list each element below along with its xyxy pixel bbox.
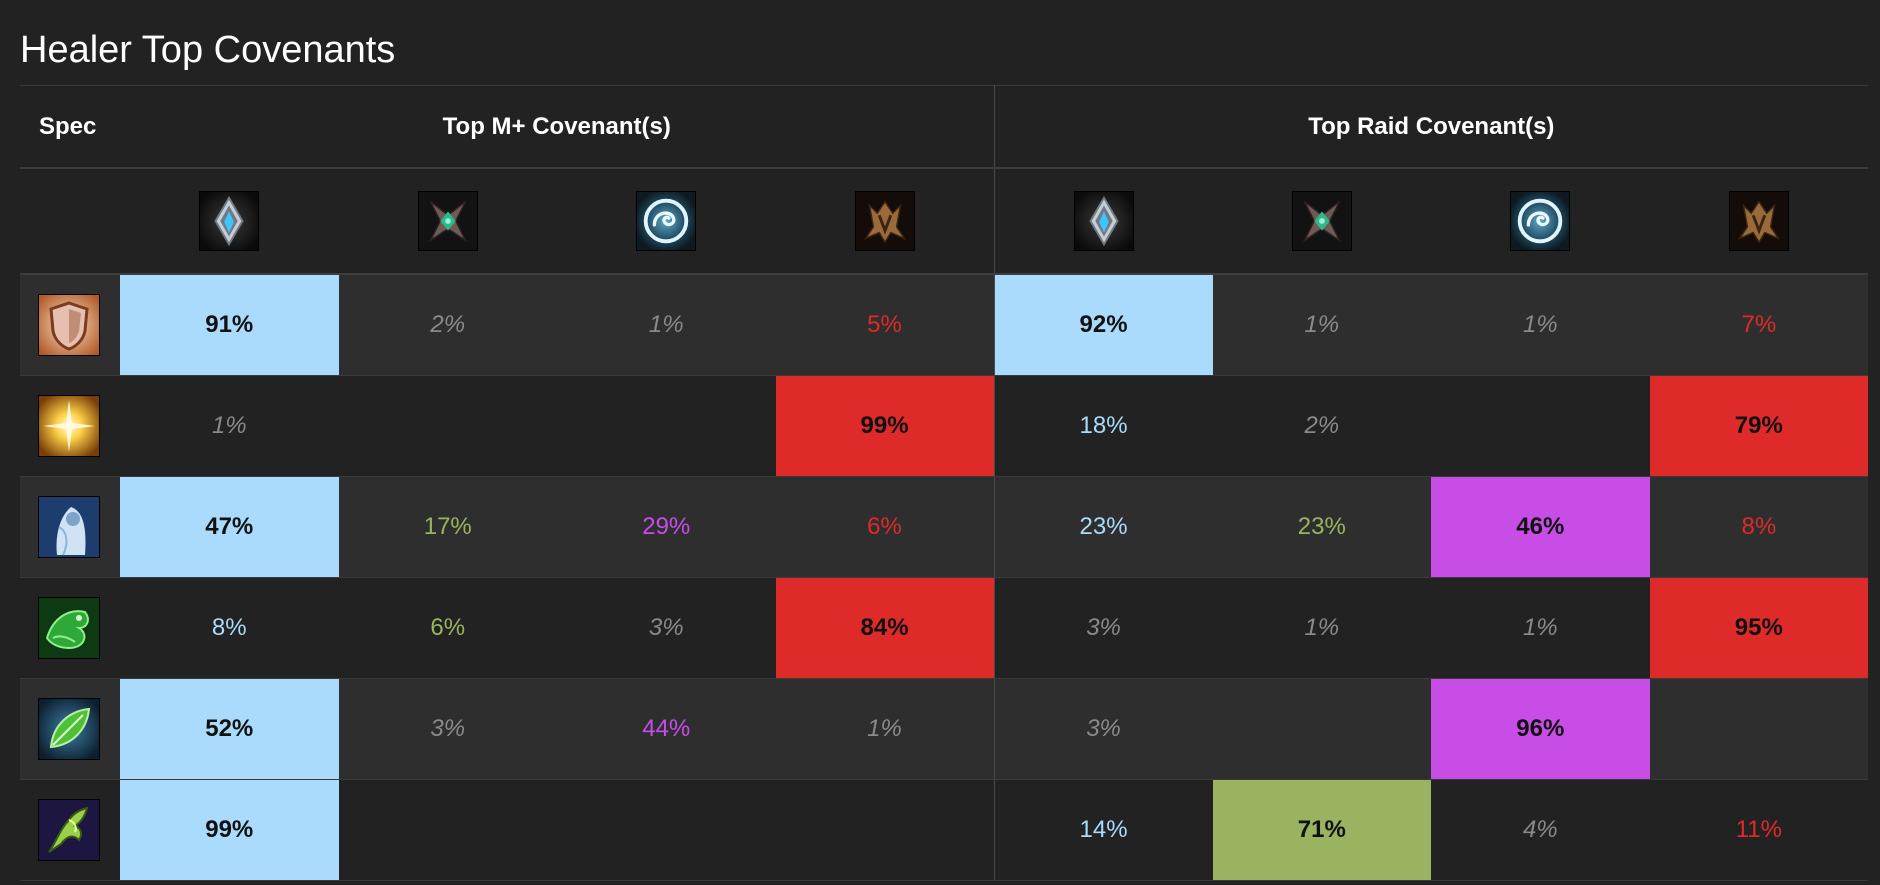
table-body: 91% 2% 1% 5% 92% 1% 1% 7% 1% 99% 18% 2% 79% 47% 17% 29%… <box>20 274 1869 881</box>
mplus-necrolord-value: 2% <box>338 274 557 376</box>
page-title: Healer Top Covenants <box>20 29 396 71</box>
mplus-night-fae-column-header <box>557 168 776 275</box>
mplus-night-fae-value: 3% <box>557 577 776 679</box>
raid-necrolord-value <box>1212 678 1432 780</box>
discipline-priest-spec-icon <box>38 495 100 558</box>
table-row: 1% 99% 18% 2% 79% <box>20 375 1869 477</box>
spec-cell <box>20 779 120 881</box>
restoration-shaman-spec-icon <box>38 798 100 861</box>
night-fae-covenant-icon <box>636 191 697 251</box>
necrolord-covenant-icon <box>1291 191 1352 251</box>
mplus-kyrian-value: 91% <box>120 274 339 376</box>
raid-night-fae-value: 1% <box>1431 577 1650 679</box>
necrolord-covenant-icon <box>417 191 478 251</box>
raid-night-fae-value: 1% <box>1431 274 1650 376</box>
mplus-night-fae-value <box>557 779 776 881</box>
mplus-venthyr-value: 5% <box>775 274 995 376</box>
mplus-night-fae-value: 1% <box>557 274 776 376</box>
mplus-venthyr-column-header <box>775 168 995 275</box>
kyrian-covenant-icon <box>199 191 260 251</box>
mplus-venthyr-value: 99% <box>775 375 995 477</box>
raid-necrolord-column-header <box>1212 168 1432 275</box>
night-fae-covenant-icon <box>1510 191 1571 251</box>
raid-necrolord-value: 2% <box>1212 375 1432 477</box>
mplus-kyrian-column-header <box>120 168 339 275</box>
mplus-venthyr-value <box>775 779 995 881</box>
kyrian-covenant-icon <box>1073 191 1134 251</box>
mplus-kyrian-value: 99% <box>120 779 339 881</box>
spec-cell <box>20 678 120 780</box>
mplus-venthyr-value: 84% <box>775 577 995 679</box>
raid-venthyr-value <box>1649 678 1869 780</box>
mistweaver-monk-spec-icon <box>38 596 100 659</box>
restoration-druid-spec-icon <box>38 697 100 760</box>
raid-necrolord-value: 1% <box>1212 577 1432 679</box>
mplus-kyrian-value: 8% <box>120 577 339 679</box>
raid-venthyr-value: 8% <box>1649 476 1869 578</box>
raid-night-fae-value: 4% <box>1431 779 1650 881</box>
raid-necrolord-value: 1% <box>1212 274 1432 376</box>
raid-kyrian-value: 23% <box>994 476 1213 578</box>
raid-night-fae-value: 96% <box>1431 678 1650 780</box>
spec-icon-header-blank <box>20 168 120 275</box>
raid-kyrian-value: 92% <box>994 274 1213 376</box>
raid-header: Top Raid Covenant(s) <box>994 86 1869 169</box>
raid-night-fae-column-header <box>1431 168 1650 275</box>
mplus-night-fae-value: 44% <box>557 678 776 780</box>
venthyr-covenant-icon <box>854 191 915 251</box>
mplus-venthyr-value: 1% <box>775 678 995 780</box>
mplus-necrolord-value: 3% <box>338 678 557 780</box>
mplus-night-fae-value: 29% <box>557 476 776 578</box>
mplus-kyrian-value: 52% <box>120 678 339 780</box>
raid-kyrian-value: 3% <box>994 678 1213 780</box>
mplus-necrolord-value <box>338 375 557 477</box>
mplus-necrolord-value: 17% <box>338 476 557 578</box>
holy-paladin-spec-icon <box>38 293 100 356</box>
table-row: 47% 17% 29% 6% 23% 23% 46% 8% <box>20 476 1869 578</box>
mplus-venthyr-value: 6% <box>775 476 995 578</box>
mplus-necrolord-value: 6% <box>338 577 557 679</box>
raid-venthyr-value: 7% <box>1649 274 1869 376</box>
mplus-header: Top M+ Covenant(s) <box>120 86 995 169</box>
mplus-night-fae-value <box>557 375 776 477</box>
holy-priest-spec-icon <box>38 394 100 457</box>
title-divider <box>20 85 1868 86</box>
table-row: 8% 6% 3% 84% 3% 1% 1% 95% <box>20 577 1869 679</box>
table-row: 91% 2% 1% 5% 92% 1% 1% 7% <box>20 274 1869 376</box>
mplus-kyrian-value: 1% <box>120 375 339 477</box>
raid-night-fae-value: 46% <box>1431 476 1650 578</box>
mplus-necrolord-column-header <box>338 168 557 275</box>
spec-header: Spec <box>20 86 120 169</box>
table-row: 99% 14% 71% 4% 11% <box>20 779 1869 881</box>
spec-cell <box>20 375 120 477</box>
raid-night-fae-value <box>1431 375 1650 477</box>
raid-kyrian-value: 3% <box>994 577 1213 679</box>
raid-venthyr-value: 79% <box>1649 375 1869 477</box>
mplus-necrolord-value <box>338 779 557 881</box>
raid-kyrian-column-header <box>994 168 1213 275</box>
spec-cell <box>20 476 120 578</box>
raid-venthyr-value: 95% <box>1649 577 1869 679</box>
raid-venthyr-value: 11% <box>1649 779 1869 881</box>
covenant-table: Spec Top M+ Covenant(s) Top Raid Covenan… <box>20 86 1869 881</box>
raid-kyrian-value: 14% <box>994 779 1213 881</box>
raid-venthyr-column-header <box>1649 168 1869 275</box>
spec-cell <box>20 577 120 679</box>
page: Healer Top Covenants Spec Top M+ Covenan… <box>20 0 1869 881</box>
table-row: 52% 3% 44% 1% 3% 96% <box>20 678 1869 780</box>
covenant-icon-row <box>20 168 1869 275</box>
raid-kyrian-value: 18% <box>994 375 1213 477</box>
raid-necrolord-value: 23% <box>1212 476 1432 578</box>
spec-cell <box>20 274 120 376</box>
raid-necrolord-value: 71% <box>1212 779 1432 881</box>
venthyr-covenant-icon <box>1728 191 1789 251</box>
mplus-kyrian-value: 47% <box>120 476 339 578</box>
